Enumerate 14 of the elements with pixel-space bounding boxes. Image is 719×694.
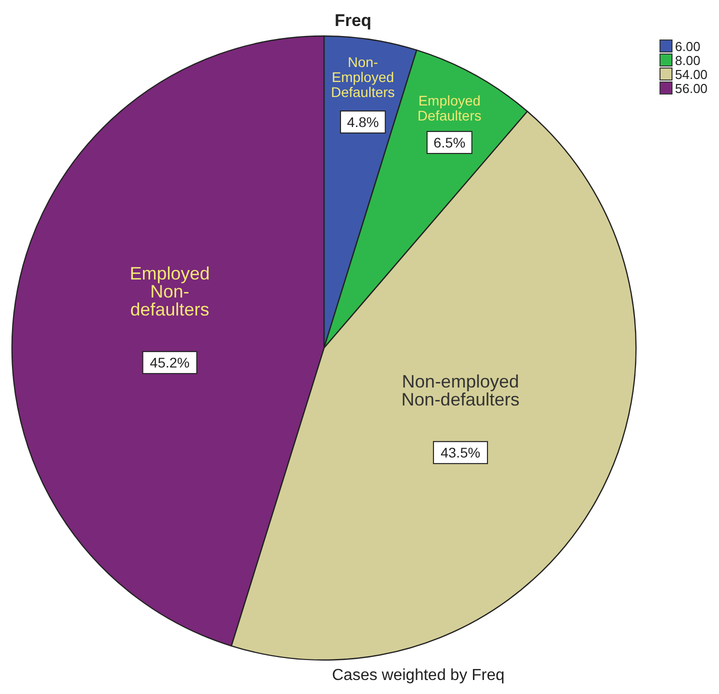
data-label: 43.5% xyxy=(440,444,480,461)
text: Employed Defaulters xyxy=(418,92,482,124)
legend-label: 8.00 xyxy=(675,53,700,68)
chart-title: Freq xyxy=(334,11,372,30)
text: Non-employed Non-defaulters xyxy=(401,372,520,410)
legend-label: 54.00 xyxy=(675,67,708,82)
text: Cases weighted by Freq xyxy=(332,667,505,684)
legend-label: 6.00 xyxy=(675,39,700,54)
text: Non- Employed Defaulters xyxy=(330,54,395,100)
data-label: 6.5% xyxy=(434,134,466,150)
text: Employed Non- defaulters xyxy=(130,264,210,320)
legend-label: 56.00 xyxy=(675,81,708,96)
data-label: 45.2% xyxy=(150,354,190,371)
data-label: 4.8% xyxy=(346,114,379,130)
